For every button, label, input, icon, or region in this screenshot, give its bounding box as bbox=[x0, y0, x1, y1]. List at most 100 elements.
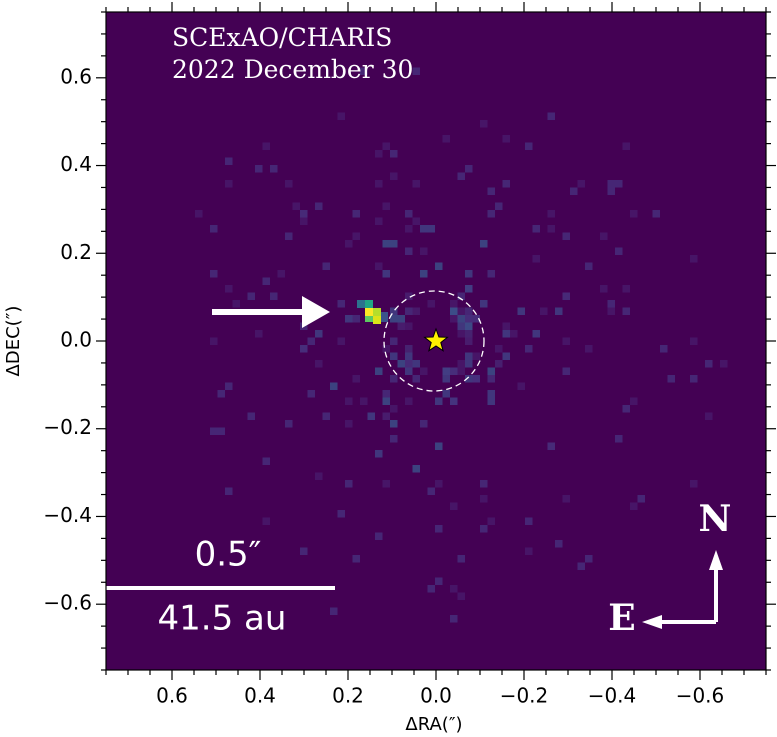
speckle bbox=[562, 232, 570, 240]
speckle bbox=[420, 270, 428, 278]
speckle bbox=[480, 525, 488, 533]
speckle bbox=[690, 337, 698, 345]
speckle bbox=[405, 322, 413, 330]
speckle bbox=[427, 585, 435, 593]
x-tick-label: 0.4 bbox=[244, 684, 276, 708]
speckle bbox=[382, 345, 390, 353]
speckle bbox=[420, 420, 428, 428]
speckle bbox=[412, 67, 420, 75]
speckle bbox=[382, 202, 390, 210]
speckle bbox=[547, 442, 555, 450]
speckle bbox=[397, 315, 405, 323]
speckle bbox=[382, 480, 390, 488]
speckle bbox=[660, 345, 668, 353]
speckle bbox=[487, 367, 495, 375]
speckle bbox=[405, 360, 413, 368]
speckle bbox=[450, 585, 458, 593]
speckle bbox=[435, 397, 443, 405]
speckle bbox=[382, 142, 390, 150]
mask-circle bbox=[383, 290, 485, 392]
speckle bbox=[405, 352, 413, 360]
speckle bbox=[457, 555, 465, 563]
speckle bbox=[435, 525, 443, 533]
speckle bbox=[555, 307, 563, 315]
speckle bbox=[382, 240, 390, 248]
speckle bbox=[615, 247, 623, 255]
speckle bbox=[405, 225, 413, 233]
speckle bbox=[382, 270, 390, 278]
speckle bbox=[442, 367, 450, 375]
speckle bbox=[525, 345, 533, 353]
speckle bbox=[315, 472, 323, 480]
north-label: N bbox=[699, 498, 732, 540]
speckle bbox=[412, 375, 420, 383]
speckle bbox=[330, 382, 338, 390]
speckle bbox=[547, 112, 555, 120]
speckle bbox=[210, 270, 218, 278]
speckle bbox=[397, 322, 405, 330]
speckle bbox=[412, 360, 420, 368]
speckle bbox=[195, 210, 203, 218]
pixel bbox=[373, 316, 381, 324]
speckle bbox=[450, 315, 458, 323]
speckle bbox=[622, 307, 630, 315]
speckle bbox=[465, 360, 473, 368]
x-tick-label: −0.4 bbox=[588, 684, 637, 708]
speckle bbox=[720, 360, 728, 368]
speckle bbox=[465, 270, 473, 278]
speckle bbox=[390, 172, 398, 180]
speckle bbox=[382, 397, 390, 405]
speckle bbox=[532, 255, 540, 263]
speckle bbox=[367, 412, 375, 420]
speckle bbox=[435, 442, 443, 450]
speckle bbox=[315, 360, 323, 368]
scale-label: 0.5″ bbox=[195, 535, 262, 575]
speckle bbox=[210, 427, 218, 435]
speckle bbox=[472, 315, 480, 323]
speckle bbox=[465, 330, 473, 338]
speckle bbox=[465, 285, 473, 293]
chart-title: SCExAO/CHARIS bbox=[172, 23, 392, 52]
speckle bbox=[427, 225, 435, 233]
speckle bbox=[390, 240, 398, 248]
speckle bbox=[585, 555, 593, 563]
speckle bbox=[637, 495, 645, 503]
speckle bbox=[607, 187, 615, 195]
speckle bbox=[487, 375, 495, 383]
x-tick-label: −0.2 bbox=[500, 684, 549, 708]
speckle bbox=[382, 390, 390, 398]
scale-distance: 41.5 au bbox=[158, 599, 287, 639]
speckle bbox=[510, 330, 518, 338]
speckle bbox=[630, 397, 638, 405]
speckle bbox=[262, 142, 270, 150]
speckle bbox=[217, 427, 225, 435]
speckle bbox=[525, 517, 533, 525]
speckle bbox=[457, 360, 465, 368]
speckle bbox=[292, 202, 300, 210]
speckle bbox=[465, 352, 473, 360]
speckle bbox=[465, 315, 473, 323]
speckle bbox=[600, 285, 608, 293]
speckle bbox=[262, 517, 270, 525]
y-tick-label: −0.4 bbox=[43, 503, 92, 527]
speckle bbox=[270, 292, 278, 300]
speckle bbox=[315, 330, 323, 338]
speckle bbox=[450, 307, 458, 315]
speckle bbox=[255, 330, 263, 338]
east-label: E bbox=[608, 597, 635, 639]
speckle bbox=[225, 157, 233, 165]
speckle bbox=[480, 240, 488, 248]
pixel bbox=[365, 316, 373, 322]
speckle bbox=[210, 337, 218, 345]
speckle bbox=[622, 142, 630, 150]
speckle bbox=[375, 180, 383, 188]
speckle bbox=[375, 217, 383, 225]
y-tick-label: −0.2 bbox=[43, 415, 92, 439]
speckle bbox=[607, 180, 615, 188]
speckle bbox=[450, 615, 458, 623]
speckle bbox=[495, 345, 503, 353]
speckle bbox=[435, 577, 443, 585]
y-tick-label: 0.4 bbox=[60, 152, 92, 176]
speckle bbox=[225, 285, 233, 293]
speckle bbox=[337, 300, 345, 308]
